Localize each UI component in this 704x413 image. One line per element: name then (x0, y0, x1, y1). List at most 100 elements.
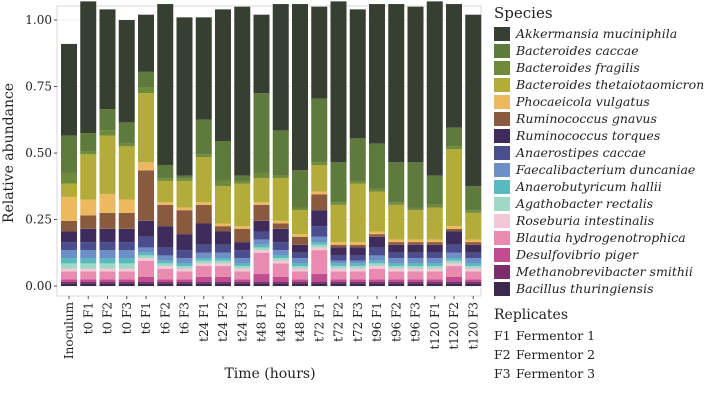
bar-segment (272, 255, 289, 259)
y-tick-label: 0.25 (25, 213, 52, 227)
legend-label: Desulfovibrio piger (516, 247, 638, 262)
bar-segment (446, 149, 462, 227)
bar-segment (195, 258, 212, 261)
bar-segment (234, 242, 251, 251)
bar-segment (272, 250, 289, 256)
y-tick-label: 0.50 (25, 146, 52, 160)
legend-item: Bacillus thuringiensis (494, 280, 702, 297)
bar-segment (215, 244, 231, 253)
bar-segment (138, 14, 154, 72)
bar-segment (349, 255, 366, 261)
bar-segment (272, 242, 289, 251)
x-tick-label: t96 F2 (389, 302, 403, 342)
bar-segment (292, 4, 308, 171)
x-tick-label: t72 F1 (312, 302, 326, 342)
bar-segment (465, 283, 482, 286)
bar-segment (176, 250, 193, 259)
bar-segment (138, 93, 154, 163)
bar-segment (311, 164, 328, 192)
bar-segment (311, 274, 328, 283)
replicate-label: Fermentor 3 (516, 366, 596, 381)
bar-segment (465, 266, 482, 269)
bar-segment (426, 207, 443, 240)
legend-swatch (494, 145, 510, 160)
bar-segment (138, 282, 154, 284)
bar-segment (195, 266, 212, 277)
legend-item: Faecalibacterium duncaniae (494, 161, 702, 178)
bar-segment (195, 244, 212, 253)
bar-segment (272, 258, 289, 261)
bar-segment (157, 255, 174, 261)
bar-segment (99, 9, 116, 110)
bar-segment (138, 170, 154, 221)
bar-segment (118, 199, 135, 213)
bar-segment (215, 141, 231, 181)
bar-segment (157, 202, 174, 205)
bar-segment (426, 1, 443, 176)
bar-segment (61, 282, 77, 284)
x-tick-label: t72 F2 (332, 302, 346, 342)
bar-segment (176, 180, 193, 208)
bar-segment (388, 242, 405, 245)
bar-segment (195, 252, 212, 259)
bar-segment (311, 194, 328, 211)
bar-segment (388, 279, 405, 283)
legend-swatch (494, 179, 510, 194)
bar-segment (465, 282, 482, 284)
bar-segment (330, 1, 347, 163)
bar-segment (349, 9, 366, 139)
bar-segment (118, 242, 135, 251)
bar-segment (234, 283, 251, 286)
bar-segment (61, 279, 77, 283)
bar-segment (253, 93, 270, 173)
y-axis-label: Relative abundance (1, 83, 17, 223)
bar-segment (118, 212, 135, 229)
bar-segment (272, 220, 289, 224)
bar-segment (176, 271, 193, 280)
bar-segment (80, 199, 97, 216)
bar-segment (195, 283, 212, 286)
bar-segment (176, 234, 193, 251)
bar-segment (465, 239, 482, 243)
bar-segment (465, 258, 482, 264)
bar-segment (407, 283, 424, 286)
bar-segment (369, 283, 385, 286)
bar-segment (330, 279, 347, 283)
bar-segment (61, 196, 77, 221)
bar-segment (369, 231, 385, 235)
bar-segment (465, 210, 482, 213)
bar-segment (80, 263, 97, 269)
x-axis: Inoculum t0 F1 t0 F2 t0 F3 t6 F1 t6 F2 t6 F3 t2… (62, 296, 480, 359)
bar-segment (292, 279, 308, 283)
bar-segment (311, 242, 328, 245)
bar-segment (195, 202, 212, 205)
bar-segment (61, 271, 77, 280)
bar-segment (369, 236, 385, 248)
bar-segment (61, 258, 77, 264)
legend-item: Desulfovibrio piger (494, 246, 702, 263)
x-tick-label: t24 F2 (216, 302, 230, 342)
bar-segment (272, 130, 289, 176)
bar-segment (446, 260, 462, 264)
bar-segment (465, 14, 482, 187)
bar-segment (311, 210, 328, 227)
bar-segment (388, 283, 405, 286)
bar-segment (388, 266, 405, 269)
bar-segment (215, 282, 231, 284)
bar-segment (138, 255, 154, 259)
x-tick-label: t24 F3 (235, 302, 249, 342)
bar-segment (330, 282, 347, 284)
bar-segment (157, 4, 174, 165)
x-tick-label: t6 F1 (139, 302, 153, 334)
bar-segment (311, 244, 328, 248)
bar-segment (311, 6, 328, 99)
bar-segment (195, 260, 212, 264)
legend-label: Bacteroides caccae (516, 43, 639, 58)
bar-segment (253, 220, 270, 232)
bar-segment (195, 204, 212, 224)
x-tick-label: t96 F3 (409, 302, 423, 342)
bar-segment (176, 178, 193, 181)
bar-segment (465, 268, 482, 272)
bar-segment (215, 266, 231, 277)
bar-segment (157, 260, 174, 264)
